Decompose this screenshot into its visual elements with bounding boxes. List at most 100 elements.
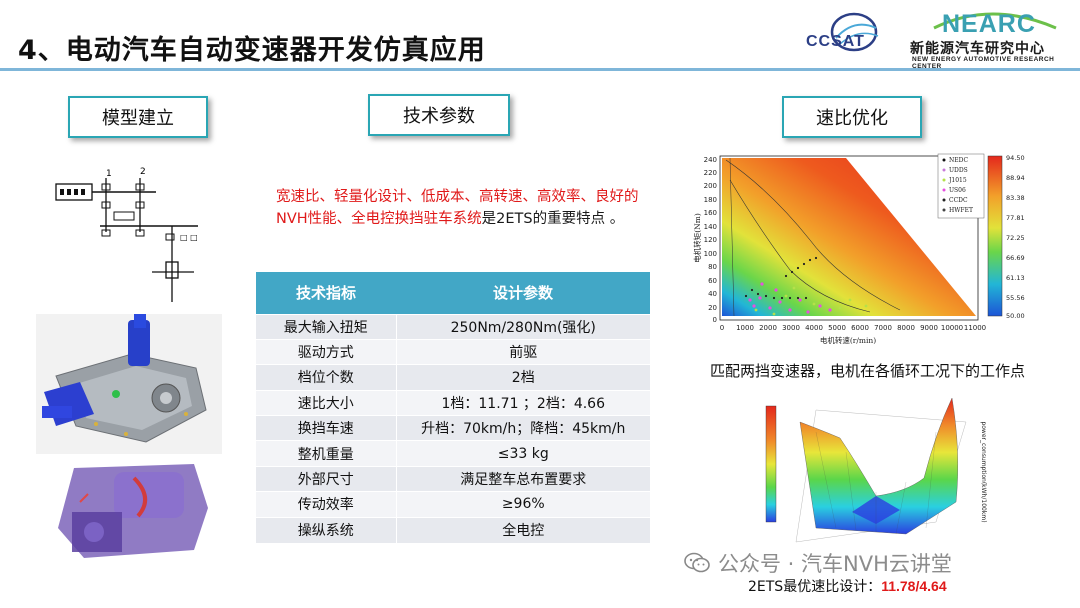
colorbar-tick: 72.25 [1006, 234, 1025, 242]
table-cell: 档位个数 [256, 364, 397, 391]
colorbar-tick: 66.69 [1006, 254, 1025, 262]
svg-text:240: 240 [704, 156, 717, 164]
nearc-logo [933, 12, 1057, 30]
svg-text:80: 80 [708, 263, 717, 271]
colorbar-tick: 50.00 [1006, 312, 1025, 320]
svg-text:200: 200 [704, 182, 717, 190]
chart2-caption-prefix: 2ETS最优速比设计： [748, 579, 882, 595]
nearc-logo-text: NEARC [942, 10, 1036, 38]
legend-j1015: J1015 [948, 177, 967, 184]
table-cell: 2档 [396, 364, 650, 391]
table-cell: 1档：11.71 ；2档：4.66 [396, 389, 650, 416]
svg-text:2: 2 [140, 167, 146, 177]
page-title: 4、电动汽车自动变速器开发仿真应用 [18, 35, 486, 66]
svg-text:5000: 5000 [828, 324, 846, 332]
table-row: 整机重量 ≤33 kg [256, 440, 650, 467]
svg-text:180: 180 [704, 196, 717, 204]
intro-rest: 是2ETS的重要特点 。 [481, 211, 625, 227]
table-cell: 整机重量 [256, 440, 397, 467]
optimal-ratio-value: 11.78/4.64 [881, 578, 947, 594]
intro-text: 宽速比、轻量化设计、低成本、高转速、高效率、良好的NVH性能、全电控换挡驻车系统… [276, 186, 648, 230]
spec-table: 技术指标 设计参数 最大输入扭矩 250Nm/280Nm(强化) 驱动方式 前驱 档… [256, 272, 650, 543]
wechat-icon [684, 552, 710, 573]
svg-text:0: 0 [720, 324, 724, 332]
svg-text:60: 60 [708, 277, 717, 285]
svg-text:2000: 2000 [759, 324, 777, 332]
svg-text:220: 220 [704, 169, 717, 177]
svg-text:7000: 7000 [874, 324, 892, 332]
colorbar-tick: 55.56 [1006, 294, 1025, 302]
table-cell: 换挡车速 [256, 415, 397, 441]
table-cell: 升档：70km/h；降档：45km/h [396, 415, 650, 441]
svg-text:8000: 8000 [897, 324, 915, 332]
svg-text:power_consumption(kWh/100km): power_consumption(kWh/100km) [980, 421, 987, 522]
table-cell: 前驱 [396, 338, 650, 365]
legend-ccdc: CCDC [949, 197, 968, 204]
gearbox-schematic: 1 2 □ □ [55, 167, 198, 302]
svg-text:100: 100 [704, 250, 717, 258]
chart1-ylabel: 电机转矩(Nm) [692, 213, 702, 263]
efficiency-map-chart: 240 220 200 180 160 140 120 100 80 60 40 20 0 0 1… [692, 153, 1025, 345]
table-row: 传动效率 ≥96% [256, 491, 650, 518]
legend-hwfet: HWFET [949, 207, 973, 214]
table-row: 操纵系统 全电控 [256, 516, 650, 543]
svg-text:9000: 9000 [920, 324, 938, 332]
svg-text:6000: 6000 [851, 324, 869, 332]
table-row: 换挡车速 升档：70km/h；降档：45km/h [256, 415, 650, 441]
table-row: 档位个数 2档 [256, 364, 650, 391]
legend-marker-nedc [942, 158, 946, 162]
title-divider [0, 68, 1080, 71]
svg-text:1000: 1000 [736, 324, 754, 332]
colorbar-tick: 83.38 [1006, 194, 1025, 202]
section-model: 模型建立 [68, 96, 208, 138]
motor-transmission-render [44, 458, 214, 562]
table-row: 最大输入扭矩 250Nm/280Nm(强化) [256, 313, 650, 340]
colorbar-tick: 77.81 [1006, 214, 1025, 222]
table-cell: 驱动方式 [256, 338, 397, 365]
chart1-caption: 匹配两挡变速器，电机在各循环工况下的工作点 [710, 362, 1026, 380]
colorbar-tick: 94.50 [1006, 154, 1025, 162]
svg-text:120: 120 [704, 236, 717, 244]
legend-nedc: NEDC [949, 157, 968, 164]
legend-us06: US06 [949, 187, 966, 194]
table-cell: 速比大小 [256, 389, 397, 416]
svg-text:160: 160 [704, 209, 717, 217]
legend-marker-j1015 [942, 178, 946, 182]
table-cell: 外部尺寸 [256, 465, 397, 492]
legend-marker-hwfet [942, 208, 946, 212]
table-cell: 最大输入扭矩 [256, 313, 397, 340]
table-cell: 操纵系统 [256, 516, 397, 543]
intro-highlight: 宽速比、轻量化设计、低成本、高转速、高效率、良好的NVH性能、全电控换挡驻车系统 [276, 189, 639, 227]
watermark: 公众号 · 汽车NVH云讲堂 [684, 548, 952, 578]
svg-text:11000: 11000 [964, 324, 986, 332]
svg-text:1: 1 [106, 169, 112, 179]
power-consumption-surface: power_consumption(kWh/100km) [765, 397, 987, 543]
section-tech: 技术参数 [368, 94, 510, 136]
ccsat-logo [830, 12, 879, 52]
section-ratio: 速比优化 [782, 96, 922, 138]
legend-udds: UDDS [949, 167, 968, 174]
svg-text:20: 20 [708, 304, 717, 312]
table-cell: ≤33 kg [396, 440, 650, 467]
table-cell: 传动效率 [256, 491, 397, 518]
table-cell: 全电控 [396, 516, 650, 543]
svg-text:3000: 3000 [782, 324, 800, 332]
colorbar-tick: 61.13 [1006, 274, 1025, 282]
table-cell: 满足整车总布置要求 [396, 465, 650, 492]
svg-text:4000: 4000 [805, 324, 823, 332]
table-header-row: 技术指标 设计参数 [256, 272, 650, 314]
colorbar [987, 155, 1003, 317]
table-row: 驱动方式 前驱 [256, 338, 650, 365]
nearc-logo-en: NEW ENERGY AUTOMOTIVE RESEARCH CENTER [912, 56, 1055, 70]
svg-text:10000: 10000 [941, 324, 963, 332]
table-row: 速比大小 1档：11.71 ；2档：4.66 [256, 389, 650, 416]
table-cell: 250Nm/280Nm(强化) [396, 313, 650, 340]
chart2-caption: 2ETS最优速比设计：11.78/4.64 [748, 576, 947, 596]
chart1-xlabel: 电机转速(r/min) [820, 335, 876, 345]
colorbar-tick: 88.94 [1006, 174, 1025, 182]
legend-marker-us06 [942, 188, 946, 192]
table-header-cell: 设计参数 [396, 272, 650, 314]
watermark-text: 公众号 · 汽车NVH云讲堂 [718, 552, 952, 576]
gearbox-render [36, 314, 222, 454]
ccsat-logo-text: CCSAT [806, 33, 865, 50]
